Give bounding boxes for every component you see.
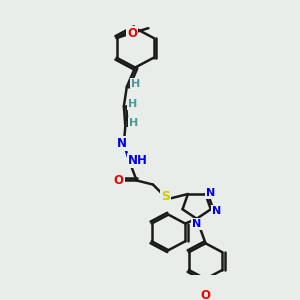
Text: H: H	[130, 79, 140, 89]
Text: N: N	[206, 188, 215, 198]
Text: N: N	[192, 219, 201, 229]
Text: NH: NH	[128, 154, 148, 167]
Text: O: O	[114, 174, 124, 187]
Text: O: O	[127, 27, 137, 40]
Text: O: O	[201, 289, 211, 300]
Text: H: H	[128, 99, 137, 109]
Text: S: S	[161, 190, 170, 203]
Text: H: H	[129, 118, 138, 128]
Text: N: N	[212, 206, 221, 216]
Text: N: N	[117, 137, 128, 150]
